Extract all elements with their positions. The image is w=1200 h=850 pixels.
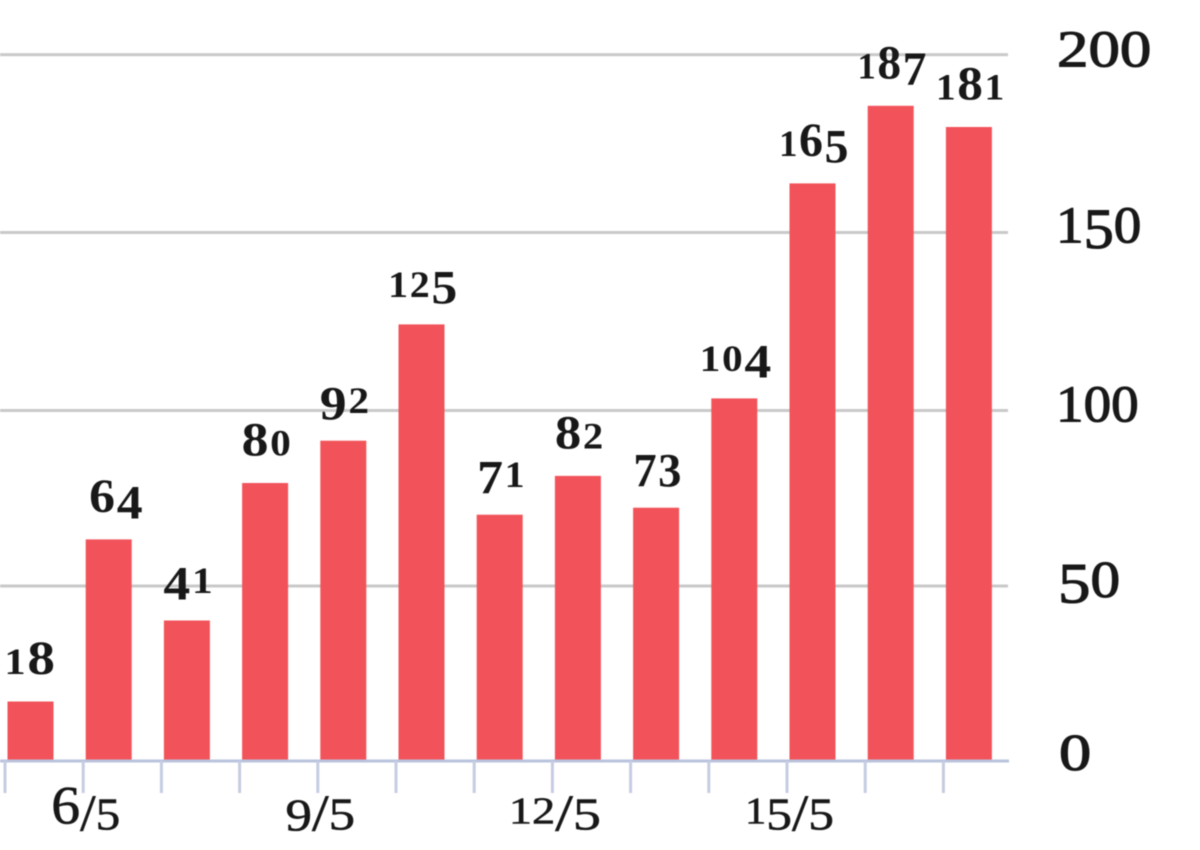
svg-text:92: 92 [320,378,371,431]
svg-text:82: 82 [555,406,605,459]
svg-text:165: 165 [779,114,850,174]
svg-text:18: 18 [4,632,56,685]
svg-text:71: 71 [477,450,526,504]
svg-text:200: 200 [1057,22,1151,79]
svg-text:0: 0 [1059,724,1091,782]
svg-text:50: 50 [1058,551,1120,615]
svg-text:64: 64 [89,469,144,529]
svg-text:104: 104 [700,336,773,389]
svg-text:150: 150 [1056,196,1141,261]
svg-text:187: 187 [858,36,928,96]
svg-text:15/5: 15/5 [745,784,834,841]
svg-text:125: 125 [388,260,459,314]
svg-text:181: 181 [936,57,1006,110]
svg-text:80: 80 [242,414,293,467]
svg-text:73: 73 [633,445,682,498]
svg-text:12/5: 12/5 [509,784,601,842]
svg-text:41: 41 [163,558,214,611]
svg-text:100: 100 [1056,375,1139,433]
svg-text:9/5: 9/5 [286,785,356,843]
svg-text:6/5: 6/5 [51,776,120,842]
